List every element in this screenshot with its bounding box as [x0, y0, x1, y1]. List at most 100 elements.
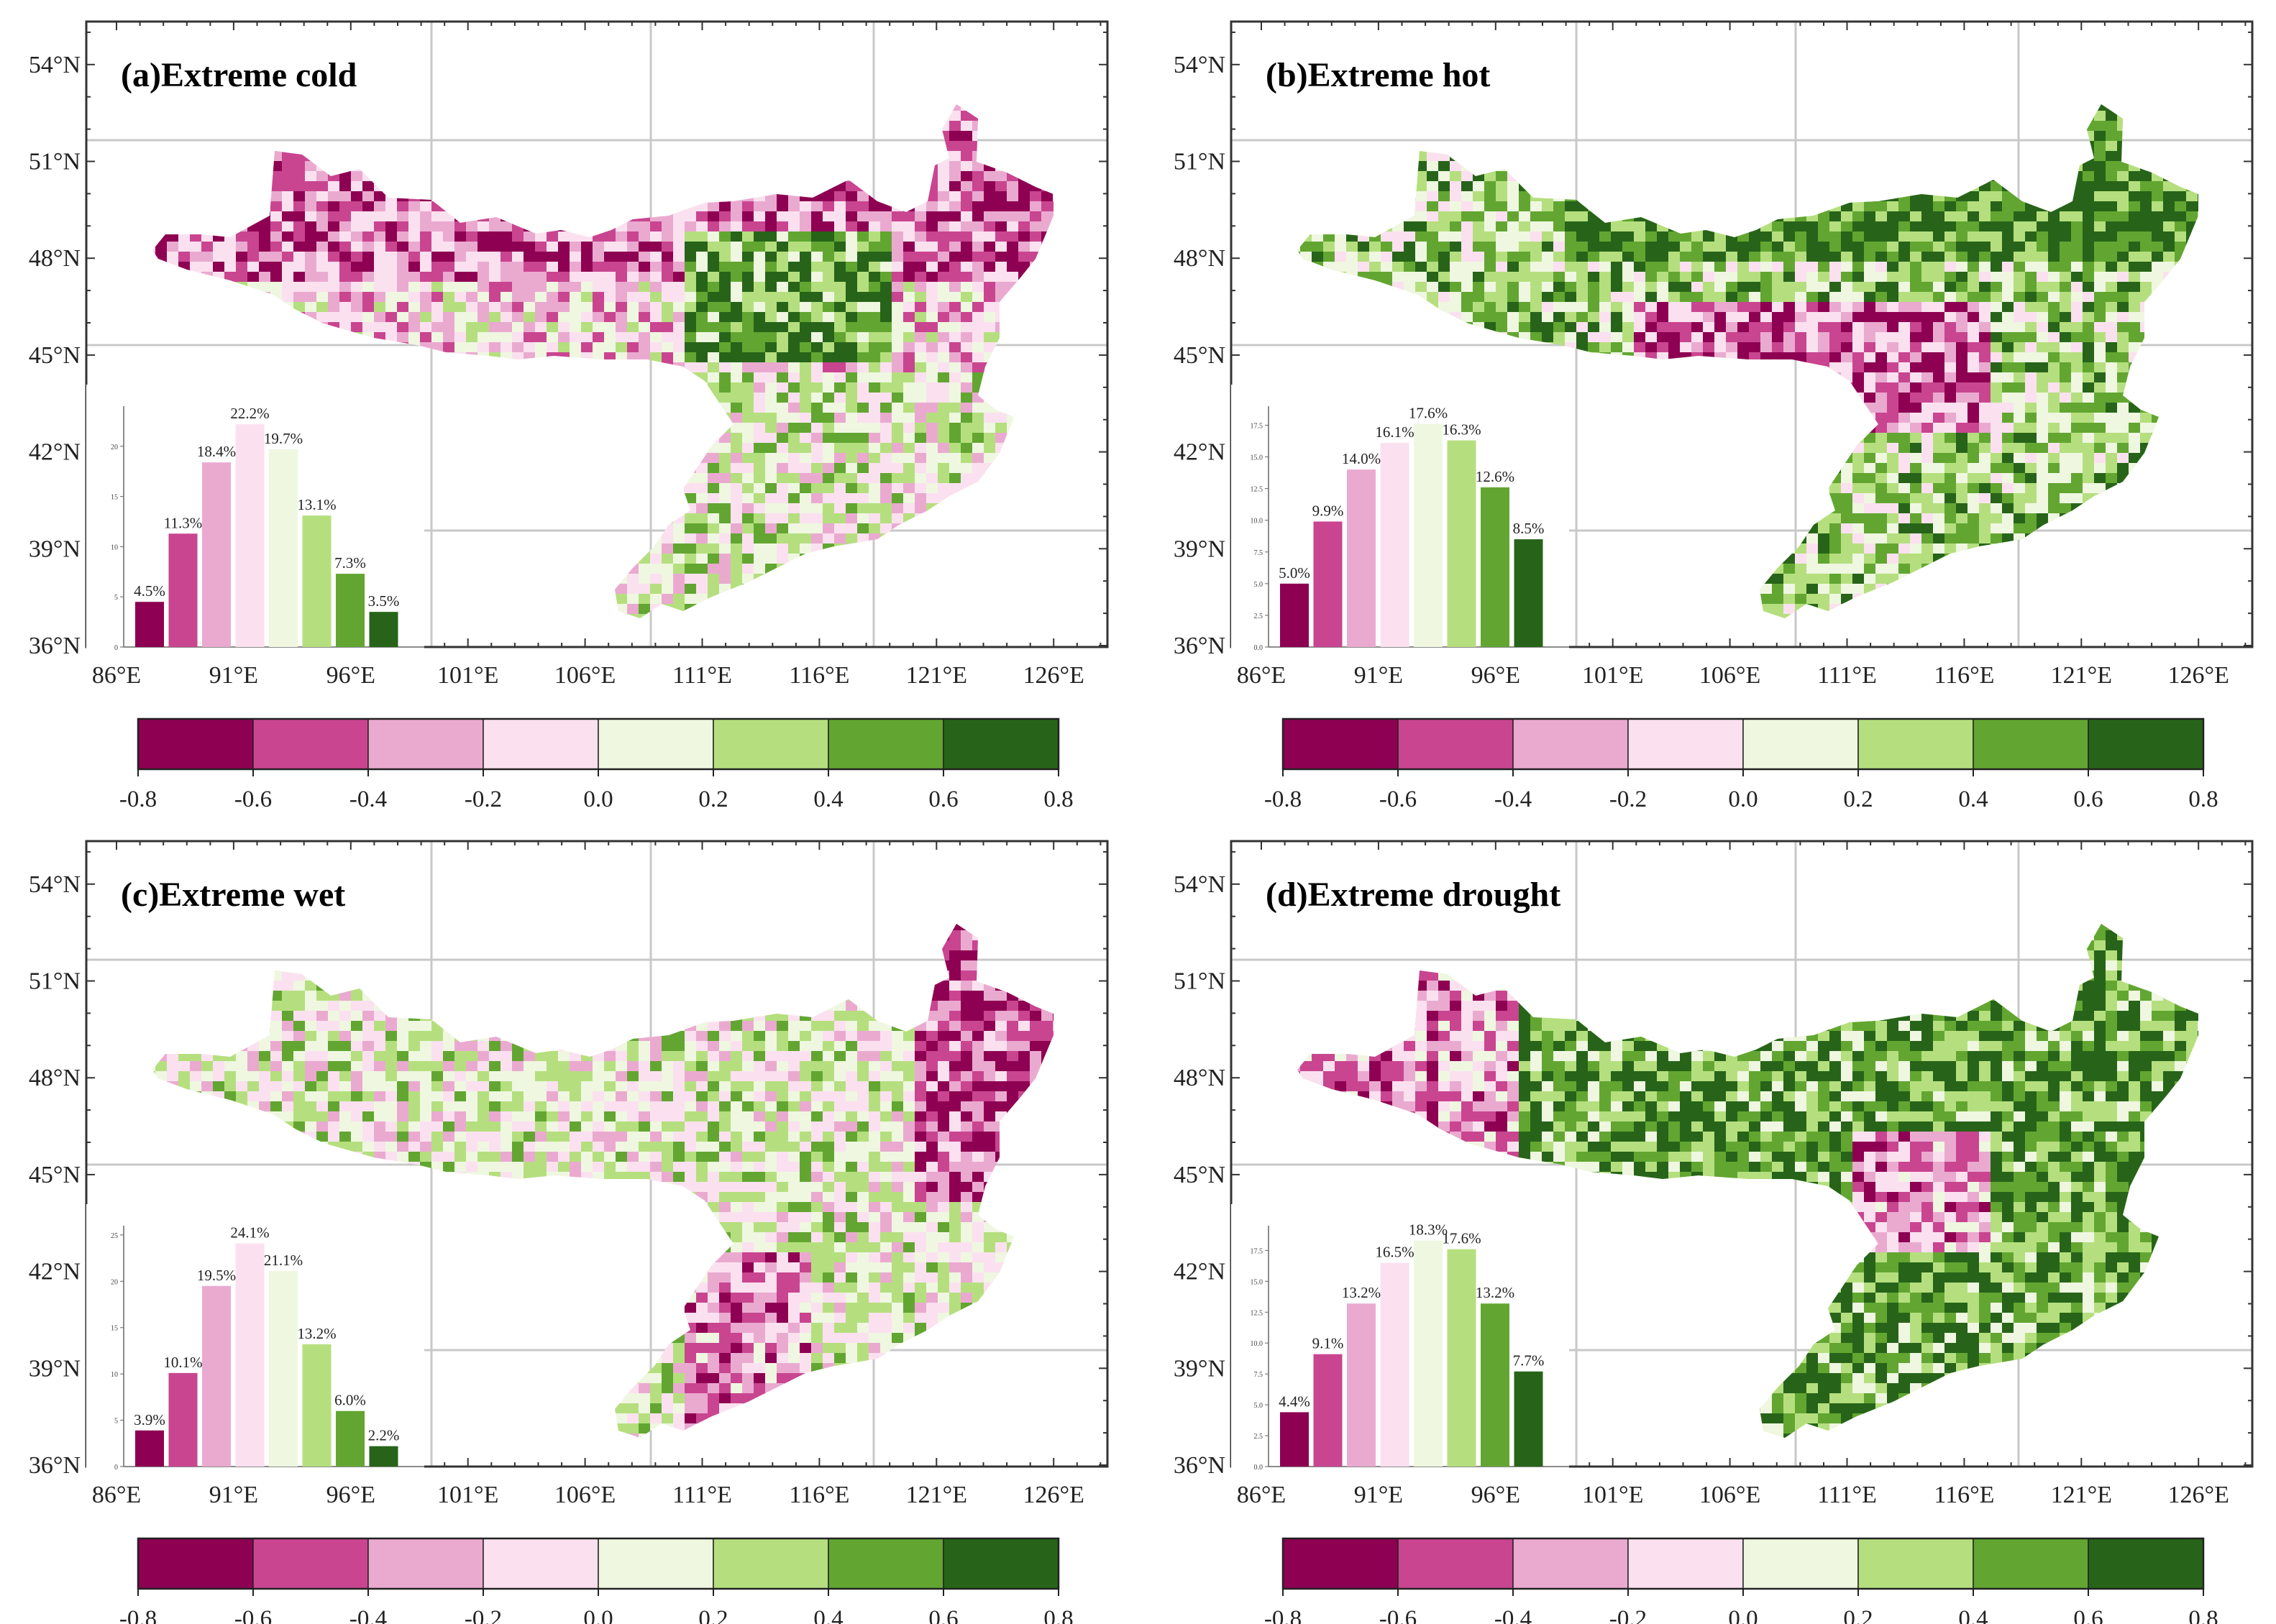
lat-tick-label: 39°N — [29, 1355, 81, 1382]
lon-tick-label: 126°E — [1023, 1482, 1084, 1508]
lat-tick-label: 42°N — [29, 439, 81, 466]
inset-y-tick-label: 12.5 — [1251, 486, 1263, 494]
colorbar-tick-label: -0.6 — [1379, 1606, 1417, 1624]
inset-bar-label: 13.2% — [1342, 1284, 1381, 1301]
inset-y-tick-label: 15 — [111, 494, 118, 502]
colorbar-segment — [1627, 1538, 1744, 1589]
inset-bar — [1380, 1262, 1409, 1467]
lat-tick-label: 39°N — [29, 536, 81, 562]
colorbar-segment — [252, 1538, 369, 1589]
colorbar-tick-label: -0.6 — [1379, 786, 1417, 812]
colorbar: -0.8 -0.6 -0.4 -0.2 0.0 0.2 0.4 0.6 0.8 — [119, 717, 1074, 812]
inset-y-tick-label: 17.5 — [1251, 422, 1263, 430]
inset-bar — [302, 1344, 332, 1467]
colorbar-segment — [137, 718, 254, 770]
panel-title: (c)Extreme wet — [121, 876, 345, 914]
lon-tick-label: 96°E — [1471, 662, 1520, 689]
colorbar: -0.8 -0.6 -0.4 -0.2 0.0 0.2 0.4 0.6 0.8 — [1264, 717, 2218, 812]
colorbar-segment — [1512, 1538, 1629, 1589]
lon-tick-label: 116°E — [1934, 662, 1994, 689]
lon-tick-label: 116°E — [789, 662, 849, 689]
inset-y-tick-label: 0.0 — [1254, 644, 1263, 652]
inset-bar — [235, 424, 265, 647]
colorbar-tick-label: 0.2 — [1843, 1606, 1873, 1624]
colorbar-tick-label: 0.8 — [1043, 786, 1073, 812]
colorbar-segment — [1857, 1538, 1974, 1589]
lat-tick-label: 36°N — [1174, 1452, 1225, 1479]
inset-bar — [1280, 583, 1309, 647]
colorbar-tick-label: -0.2 — [465, 1606, 502, 1624]
colorbar-tick-label: 0.0 — [1728, 1606, 1758, 1624]
inset-bar — [202, 462, 231, 647]
inset-bar — [336, 574, 365, 647]
inset-bar-label: 13.2% — [1476, 1284, 1514, 1301]
colorbar-segment — [943, 718, 1059, 770]
colorbar: -0.8 -0.6 -0.4 -0.2 0.0 0.2 0.4 0.6 0.8 — [119, 1537, 1074, 1624]
colorbar-segment — [1512, 718, 1629, 770]
lat-tick-label: 42°N — [29, 1259, 81, 1285]
map-panel: 86°E 91°E 96°E 101°E 106°E 111°E 116°E 121°E 126… — [29, 840, 1109, 1624]
colorbar-tick-label: -0.4 — [1494, 1606, 1532, 1624]
lon-tick-label: 86°E — [92, 662, 141, 689]
inset-y-tick-label: 5 — [114, 1418, 118, 1426]
inset-bar-label: 9.1% — [1312, 1335, 1344, 1352]
colorbar-tick-label: -0.4 — [349, 786, 387, 812]
panel-title: (b)Extreme hot — [1266, 56, 1490, 94]
inset-bar-label: 18.4% — [197, 443, 236, 460]
inset-bar-label: 16.1% — [1375, 423, 1414, 441]
inset-bar-label: 24.1% — [230, 1224, 269, 1241]
colorbar-segment — [2088, 718, 2204, 770]
inset-bar — [1447, 440, 1476, 647]
inset-bar-label: 5.0% — [1279, 564, 1310, 582]
inset-y-tick-label: 5.0 — [1254, 581, 1263, 589]
inset-bar-label: 3.5% — [368, 592, 400, 610]
inset-bar — [135, 602, 164, 647]
inset-bar — [168, 1372, 198, 1467]
lon-tick-label: 91°E — [209, 662, 258, 689]
lon-tick-label: 101°E — [437, 662, 498, 689]
colorbar-segment — [252, 718, 369, 770]
map-panel: 86°E 91°E 96°E 101°E 106°E 111°E 116°E 121°E 126… — [29, 20, 1109, 812]
map-panel: 86°E 91°E 96°E 101°E 106°E 111°E 116°E 121°E 126… — [1174, 20, 2254, 812]
lat-tick-label: 36°N — [29, 1452, 81, 1479]
inset-bar — [1280, 1412, 1309, 1467]
inset-bar-label: 13.2% — [297, 1325, 336, 1342]
colorbar-tick-label: -0.2 — [1609, 786, 1647, 812]
inset-bar-label: 13.1% — [297, 496, 336, 513]
map-frame — [1230, 20, 2254, 648]
lon-tick-label: 121°E — [2051, 662, 2112, 689]
lon-tick-label: 106°E — [1699, 662, 1760, 689]
lat-tick-label: 45°N — [29, 1162, 81, 1188]
inset-bar-label: 7.3% — [334, 554, 366, 572]
inset-bar-label: 16.3% — [1442, 421, 1481, 439]
colorbar-segment — [1282, 1538, 1399, 1589]
colorbar-tick-label: 0.6 — [928, 786, 958, 812]
inset-y-tick-label: 20 — [111, 444, 118, 451]
lon-tick-label: 116°E — [789, 1482, 849, 1508]
inset-y-tick-label: 7.5 — [1254, 1371, 1263, 1379]
lat-tick-label: 45°N — [29, 342, 81, 369]
colorbar-tick-label: 0.2 — [698, 786, 728, 812]
lon-tick-label: 111°E — [672, 662, 732, 689]
colorbar-tick-label: 0.8 — [2188, 786, 2218, 812]
colorbar-tick-label: 0.4 — [1958, 786, 1988, 812]
inset-y-tick-label: 20 — [111, 1278, 118, 1286]
inset-bar-label: 2.2% — [368, 1427, 400, 1444]
inset-y-tick-label: 10 — [111, 1371, 118, 1379]
colorbar-segment — [483, 1538, 599, 1589]
inset-bar — [1481, 1303, 1509, 1467]
inset-bar-label: 9.9% — [1312, 502, 1344, 519]
colorbar-segment — [2088, 1538, 2204, 1589]
lat-tick-label: 54°N — [29, 52, 81, 78]
inset-bar — [1414, 1240, 1443, 1467]
lon-tick-label: 111°E — [1817, 1482, 1877, 1508]
inset-y-tick-label: 25 — [111, 1232, 118, 1240]
colorbar-segment — [137, 1538, 254, 1589]
lon-tick-label: 121°E — [2051, 1482, 2112, 1508]
inset-bar — [1514, 539, 1543, 647]
lat-tick-label: 51°N — [1174, 149, 1225, 175]
lon-tick-label: 106°E — [554, 1482, 616, 1508]
lat-tick-label: 48°N — [1174, 245, 1225, 272]
lon-tick-label: 91°E — [1354, 1482, 1403, 1508]
